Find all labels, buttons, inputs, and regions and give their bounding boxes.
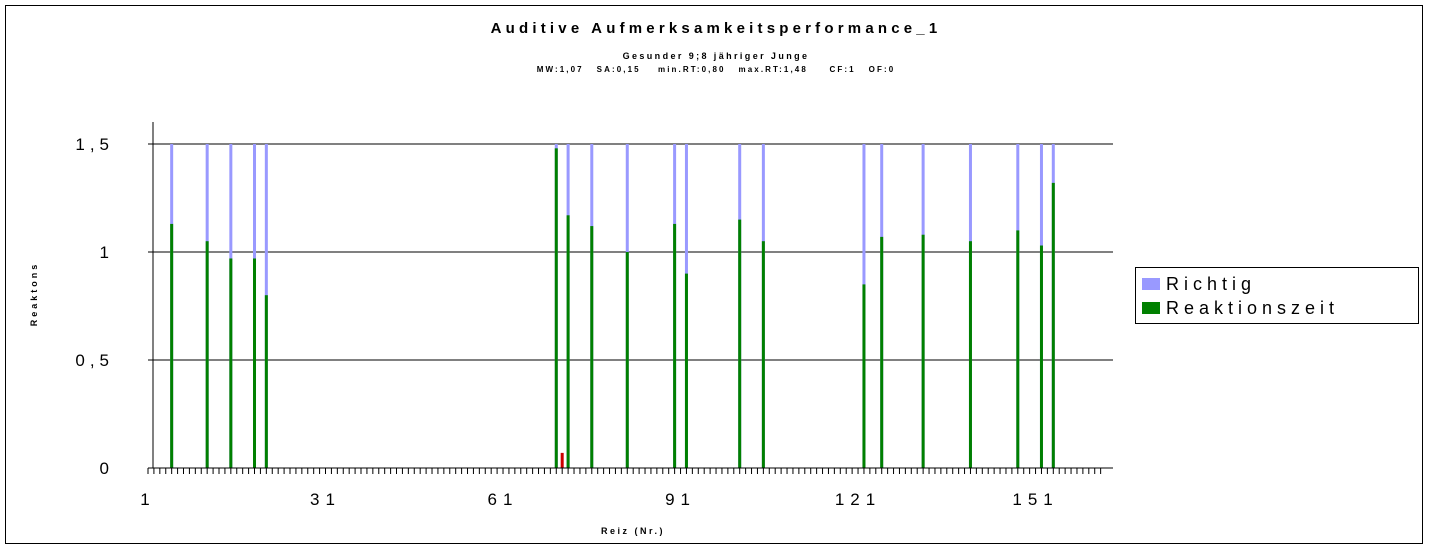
bar-series-2-0 (560, 452, 564, 468)
bar-series-1-12 (761, 241, 765, 468)
y-tick-label-0: 0 (100, 459, 114, 478)
legend-swatch-reaktionszeit (1142, 302, 1160, 314)
y-tick-label-3: 1,5 (75, 135, 114, 154)
bar-series-1-2 (229, 258, 233, 468)
chart-stats: MW:1,07 SA:0,15 min.RT:0,80 max.RT:1,48 … (536, 65, 896, 74)
y-tick-label-1: 0,5 (75, 351, 114, 370)
x-tick-label-1: 31 (310, 490, 341, 509)
bar-series-1-1 (205, 241, 209, 468)
bar-series-1-8 (625, 252, 629, 468)
x-tick-label-3: 91 (665, 490, 696, 509)
legend-item-richtig: Richtig (1142, 273, 1256, 295)
y-tick-label-2: 1 (100, 243, 114, 262)
bar-series-1-5 (554, 148, 558, 468)
bar-series-1-18 (1039, 245, 1043, 468)
bar-series-1-9 (673, 223, 677, 468)
bar-series-1-10 (684, 273, 688, 468)
bar-series-1-7 (590, 226, 594, 468)
legend-label-richtig: Richtig (1166, 273, 1257, 294)
bar-series-1-19 (1051, 182, 1055, 468)
bar-series-1-15 (921, 234, 925, 468)
chart-legend: Richtig Reaktionszeit (1135, 267, 1419, 324)
bar-series-1-6 (566, 215, 570, 468)
bar-series-1-11 (738, 219, 742, 468)
bar-series-1-3 (253, 258, 257, 468)
x-axis-label: Reiz (Nr.) (601, 526, 665, 536)
chart-subtitle: Gesunder 9;8 jähriger Junge (622, 51, 810, 61)
legend-swatch-richtig (1142, 278, 1160, 290)
bar-series-1-17 (1016, 230, 1020, 468)
bar-series-1-13 (862, 284, 866, 468)
bar-series-1-4 (264, 295, 268, 468)
bar-series-1-16 (968, 241, 972, 468)
chart-title: Auditive Aufmerksamkeitsperformance_1 (490, 20, 942, 37)
bar-series-1-14 (880, 236, 884, 468)
legend-label-reaktionszeit: Reaktionszeit (1166, 297, 1340, 318)
x-tick-label-5: 151 (1012, 490, 1058, 509)
x-tick-label-0: 1 (140, 490, 155, 509)
legend-item-reaktionszeit: Reaktionszeit (1142, 297, 1339, 319)
y-axis-label: Reaktons (29, 262, 39, 327)
bar-series-1-0 (170, 223, 174, 468)
x-tick-label-4: 121 (835, 490, 881, 509)
x-tick-label-2: 61 (488, 490, 519, 509)
